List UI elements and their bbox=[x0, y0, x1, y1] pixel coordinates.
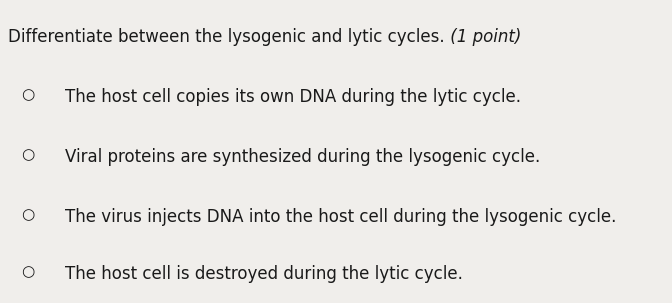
Text: ○: ○ bbox=[22, 265, 35, 279]
Text: Differentiate between the lysogenic and lytic cycles.: Differentiate between the lysogenic and … bbox=[8, 28, 445, 46]
Text: ○: ○ bbox=[22, 148, 35, 162]
Text: Viral proteins are synthesized during the lysogenic cycle.: Viral proteins are synthesized during th… bbox=[65, 148, 540, 166]
Text: (1 point): (1 point) bbox=[445, 28, 521, 46]
Text: The virus injects DNA into the host cell during the lysogenic cycle.: The virus injects DNA into the host cell… bbox=[65, 208, 616, 226]
Text: ○: ○ bbox=[22, 208, 35, 222]
Text: The host cell is destroyed during the lytic cycle.: The host cell is destroyed during the ly… bbox=[65, 265, 463, 283]
Text: The host cell copies its own DNA during the lytic cycle.: The host cell copies its own DNA during … bbox=[65, 88, 521, 106]
Text: ○: ○ bbox=[22, 88, 35, 102]
